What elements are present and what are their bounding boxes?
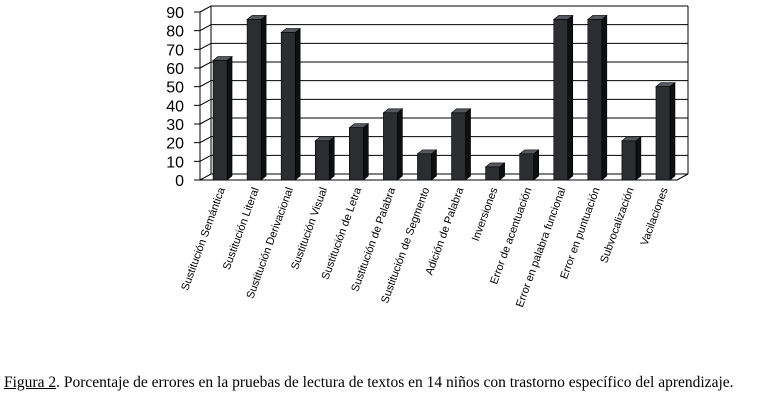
bar-front [655, 86, 671, 181]
bar-side [533, 149, 539, 181]
bar [655, 82, 676, 181]
bar [280, 27, 302, 181]
bar [314, 136, 336, 181]
gridline [199, 5, 688, 13]
bar [586, 14, 608, 181]
caption-label: Figura 2 [4, 374, 57, 391]
bar-front [451, 112, 466, 181]
bar-side [601, 14, 608, 181]
bar-front [485, 166, 500, 181]
x-tick-label: Subvocalización [598, 186, 636, 265]
x-tick-label: Vacilaciones [639, 185, 671, 247]
caption-text: . Porcentaje de errores en la pruebas de… [56, 374, 734, 391]
y-tick-label: 0 [175, 173, 184, 190]
bar-front [280, 32, 296, 181]
gridline [199, 80, 688, 88]
bar-side [363, 123, 369, 181]
bar-front [417, 153, 432, 181]
bar [382, 108, 404, 181]
bar-front [383, 112, 398, 181]
bar-side [465, 108, 471, 181]
gridlines [199, 5, 688, 162]
y-tick-label: 50 [166, 80, 184, 97]
bar-side [260, 14, 267, 181]
bar-side [635, 136, 642, 181]
bar-side [669, 82, 676, 181]
bar-front [246, 19, 262, 181]
bar-side [567, 14, 574, 181]
bar [552, 14, 574, 181]
bar-front [314, 140, 330, 181]
x-tick-label: Sustitución Semántica [179, 185, 228, 292]
x-tick-label: Adición de Palabra [423, 185, 466, 277]
bar-front [519, 153, 534, 181]
gridline [199, 136, 688, 144]
y-tick-label: 20 [166, 136, 184, 153]
y-tick-label: 90 [166, 5, 184, 22]
bars [212, 14, 676, 181]
bar [621, 136, 642, 181]
bar-front [553, 19, 569, 181]
x-tick-label: Inversiones [470, 185, 501, 242]
bar-side [294, 27, 301, 181]
gridline [199, 98, 688, 106]
chart-floor [199, 173, 689, 181]
bar-front [587, 19, 603, 181]
x-tick-label: Sustitución Literal [221, 186, 262, 272]
gridline [199, 117, 688, 125]
figure-caption: Figura 2. Porcentaje de errores en la pr… [4, 374, 782, 392]
gridline [199, 61, 688, 69]
bar-side [226, 55, 233, 181]
bar [348, 123, 370, 181]
bar-side [397, 108, 403, 181]
bar-front [621, 140, 637, 181]
y-tick-label: 60 [166, 61, 184, 78]
x-tick-label: Error en puntuación [558, 186, 602, 281]
bar-front [212, 60, 228, 181]
axes [199, 6, 689, 181]
y-tick-label: 70 [166, 42, 184, 59]
bar-side [328, 136, 335, 181]
gridline [199, 154, 688, 162]
bar [212, 55, 233, 181]
gridline [199, 42, 688, 50]
y-tick-label: 40 [166, 98, 184, 115]
gridline [199, 24, 688, 32]
x-tick-label: Sustitución Visual [289, 186, 330, 272]
bar [518, 149, 540, 181]
y-tick-label: 80 [166, 24, 184, 41]
bar [246, 14, 267, 181]
bar [416, 149, 438, 181]
y-tick-label: 30 [166, 117, 184, 134]
y-tick-label: 10 [166, 154, 184, 171]
bar-side [431, 149, 437, 181]
bar-front [349, 127, 364, 181]
bar [450, 108, 472, 181]
bar [484, 162, 506, 181]
